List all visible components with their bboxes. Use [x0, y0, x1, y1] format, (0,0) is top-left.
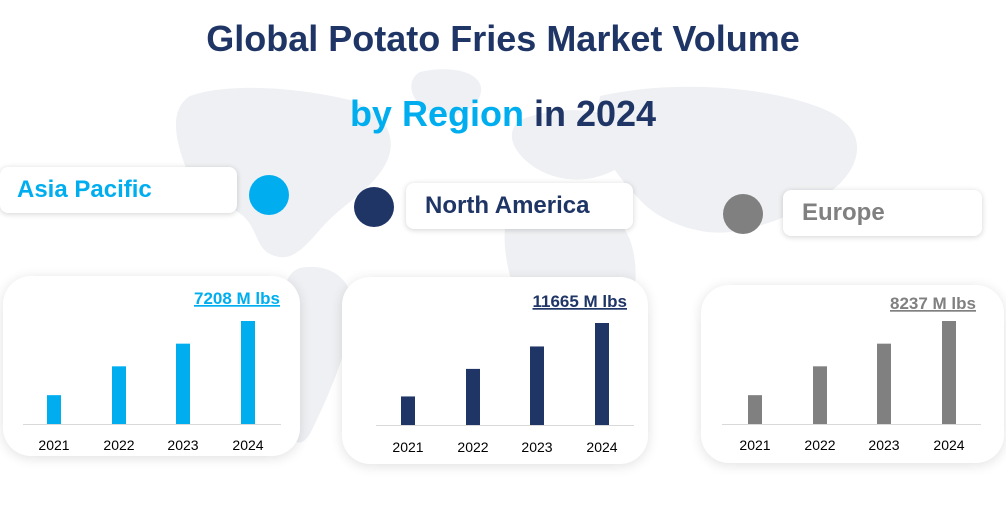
region-label-europe: Europe	[783, 190, 982, 236]
europe-bar-2024	[942, 321, 956, 424]
europe-bar-2023	[877, 343, 891, 424]
europe-tick-label: 2023	[868, 437, 899, 453]
chart-subtitle: by Region in 2024	[0, 93, 1006, 135]
north-america-bar-2021	[401, 396, 415, 425]
region-label-north-america: North America	[406, 183, 633, 229]
north-america-tick-label: 2022	[457, 439, 488, 455]
asia-pacific-tick-label: 2022	[103, 437, 134, 453]
region-dot-asia-pacific	[249, 175, 289, 215]
north-america-tick-label: 2024	[586, 439, 617, 455]
europe-bar-2021	[748, 395, 762, 424]
region-dot-europe	[723, 194, 763, 234]
subtitle-accent: by Region	[349, 93, 524, 134]
region-dot-north-america	[354, 187, 394, 227]
north-america-bar-2024	[595, 323, 609, 425]
asia-pacific-bar-2022	[112, 366, 126, 424]
europe-bar-2022	[813, 366, 827, 424]
region-label-asia-pacific: Asia Pacific	[0, 167, 237, 213]
north-america-bar-2022	[466, 368, 480, 425]
europe-total-label: 8237 M lbs	[890, 294, 976, 313]
asia-pacific-tick-label: 2021	[38, 437, 69, 453]
asia-pacific-tick-label: 2023	[167, 437, 198, 453]
greenland-shape	[411, 69, 482, 115]
asia-pacific-bar-2021	[47, 395, 61, 424]
europe-tick-label: 2024	[933, 437, 964, 453]
asia-pacific-bar-2023	[176, 343, 190, 424]
north-america-tick-label: 2021	[392, 439, 423, 455]
subtitle-rest: in 2024	[523, 93, 657, 134]
chart-title: Global Potato Fries Market Volume	[206, 18, 800, 59]
north-america-tick-label: 2023	[521, 439, 552, 455]
europe-tick-label: 2022	[804, 437, 835, 453]
asia-pacific-bar-2024	[241, 321, 255, 424]
asia-pacific-total-label: 7208 M lbs	[194, 289, 280, 308]
europe-tick-label: 2021	[739, 437, 770, 453]
north-america-total-label: 11665 M lbs	[532, 292, 627, 311]
north-america-shape	[175, 87, 391, 258]
north-america-bar-2023	[530, 346, 544, 425]
asia-pacific-tick-label: 2024	[232, 437, 263, 453]
